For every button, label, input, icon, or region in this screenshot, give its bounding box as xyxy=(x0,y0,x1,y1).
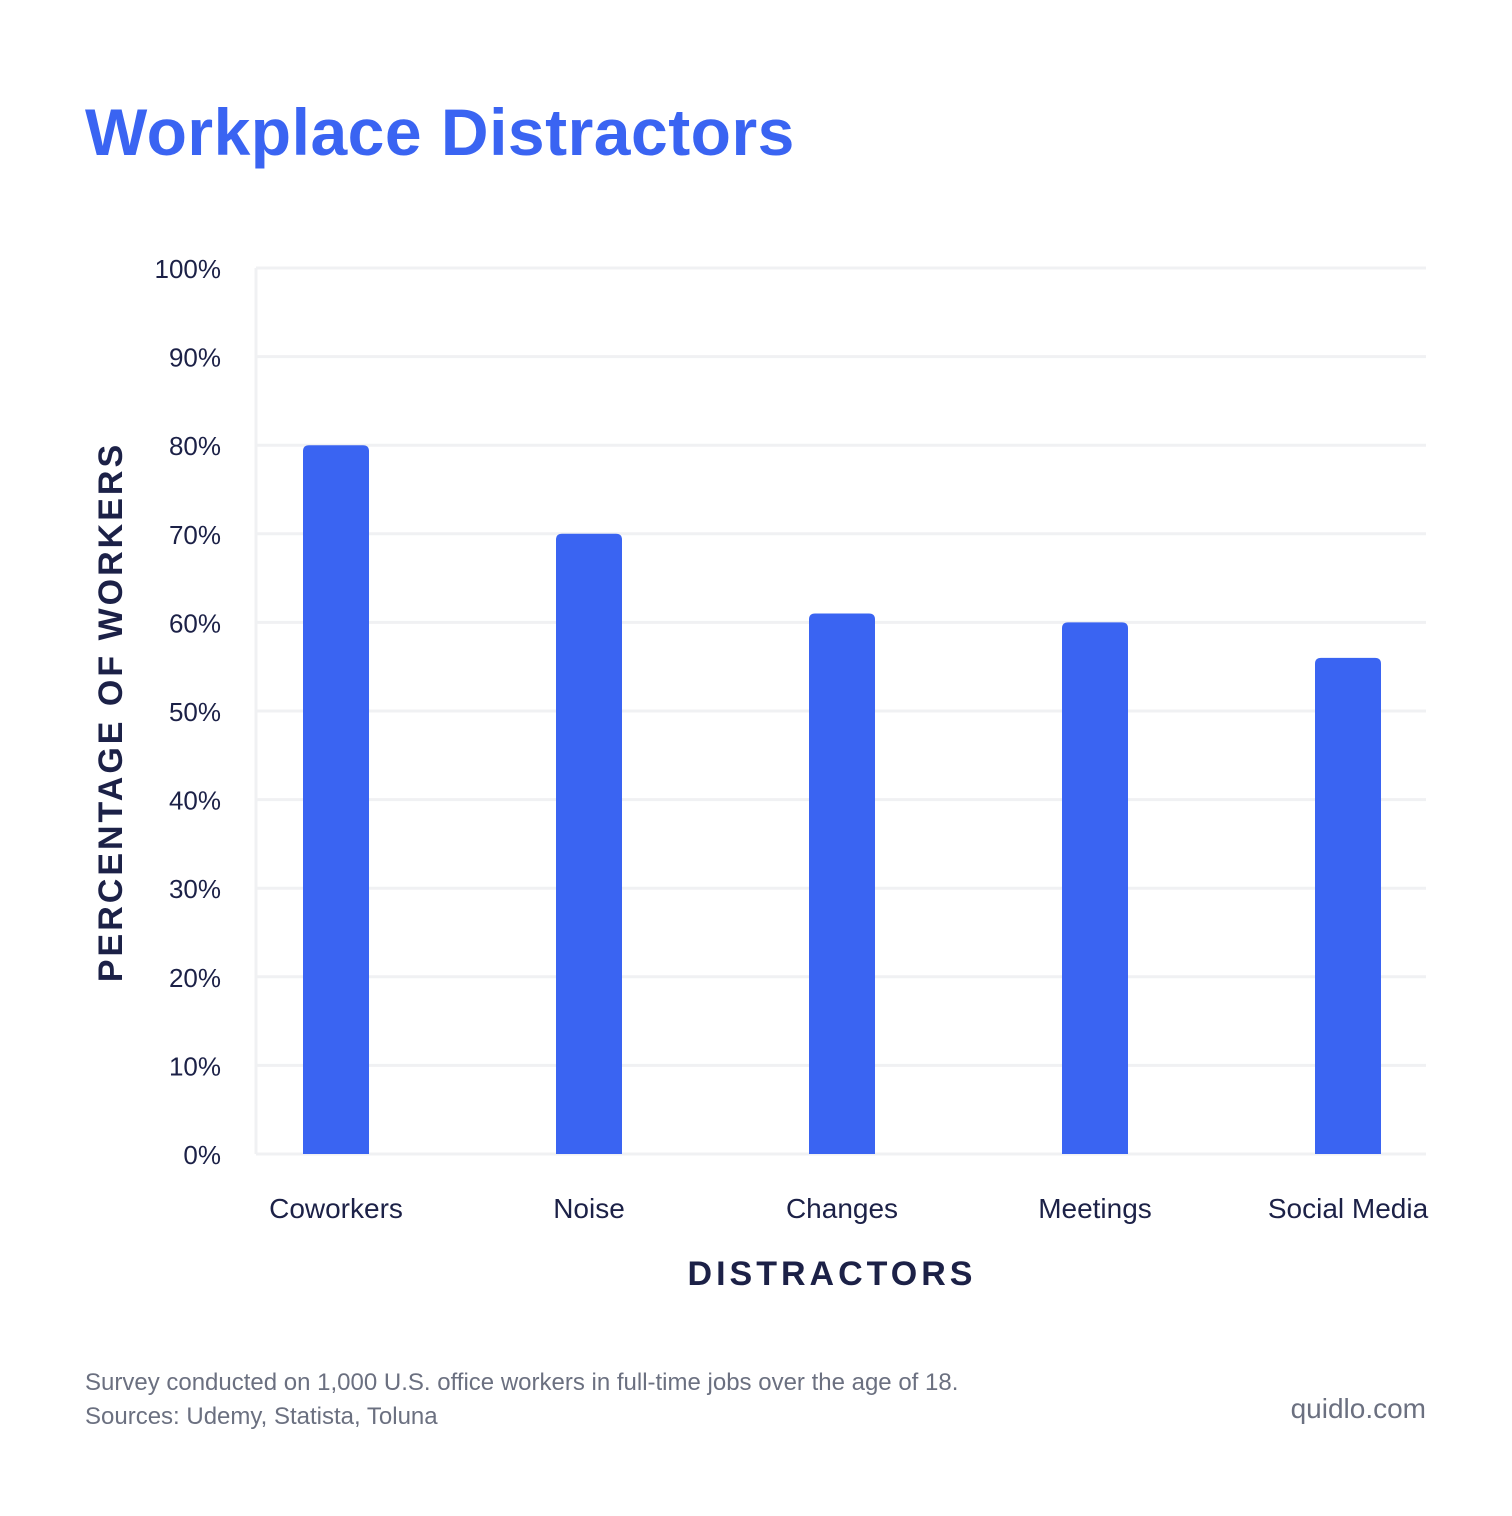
footnote: Survey conducted on 1,000 U.S. office wo… xyxy=(85,1366,958,1434)
footnote-sources: Sources: Udemy, Statista, Toluna xyxy=(85,1403,438,1430)
x-axis-ticks: Coworkers Noise Changes Meetings Social Medi… xyxy=(269,1193,1428,1224)
bar-noise xyxy=(556,533,622,1154)
bar-meetings xyxy=(1062,622,1128,1154)
y-tick-label: 60% xyxy=(169,608,221,638)
y-tick-label: 0% xyxy=(183,1140,221,1170)
brand-link[interactable]: quidlo.com xyxy=(1290,1393,1426,1424)
x-tick-label: Meetings xyxy=(1038,1193,1152,1224)
y-tick-label: 50% xyxy=(169,697,221,727)
bar xyxy=(1062,622,1128,1154)
bar-social-media xyxy=(1315,657,1381,1154)
bar xyxy=(1315,657,1381,1154)
x-tick-label: Noise xyxy=(553,1193,625,1224)
x-tick-label: Changes xyxy=(786,1193,898,1224)
bar xyxy=(556,533,622,1154)
footnote-survey: Survey conducted on 1,000 U.S. office wo… xyxy=(85,1369,959,1396)
y-tick-label: 20% xyxy=(169,963,221,993)
bar xyxy=(809,613,875,1154)
y-tick-label: 100% xyxy=(155,254,222,284)
y-axis-ticks: 0% 10% 20% 30% 40% 50% 60% 70% 80% 90% 100% xyxy=(155,254,222,1170)
x-axis-label: DISTRACTORS xyxy=(688,1255,977,1293)
y-tick-label: 30% xyxy=(169,874,221,904)
y-tick-label: 70% xyxy=(169,520,221,550)
x-tick-label: Social Media xyxy=(1268,1193,1429,1224)
chart-title: Workplace Distractors xyxy=(85,95,795,169)
bar-coworkers xyxy=(303,445,369,1154)
bar-changes xyxy=(809,613,875,1154)
y-tick-label: 10% xyxy=(169,1051,221,1081)
y-axis-label: PERCENTAGE OF WORKERS xyxy=(92,442,130,982)
bar xyxy=(303,445,369,1154)
x-tick-label: Coworkers xyxy=(269,1193,403,1224)
y-tick-label: 90% xyxy=(169,343,221,373)
bars xyxy=(303,445,1381,1154)
y-tick-label: 40% xyxy=(169,786,221,816)
y-tick-label: 80% xyxy=(169,431,221,461)
